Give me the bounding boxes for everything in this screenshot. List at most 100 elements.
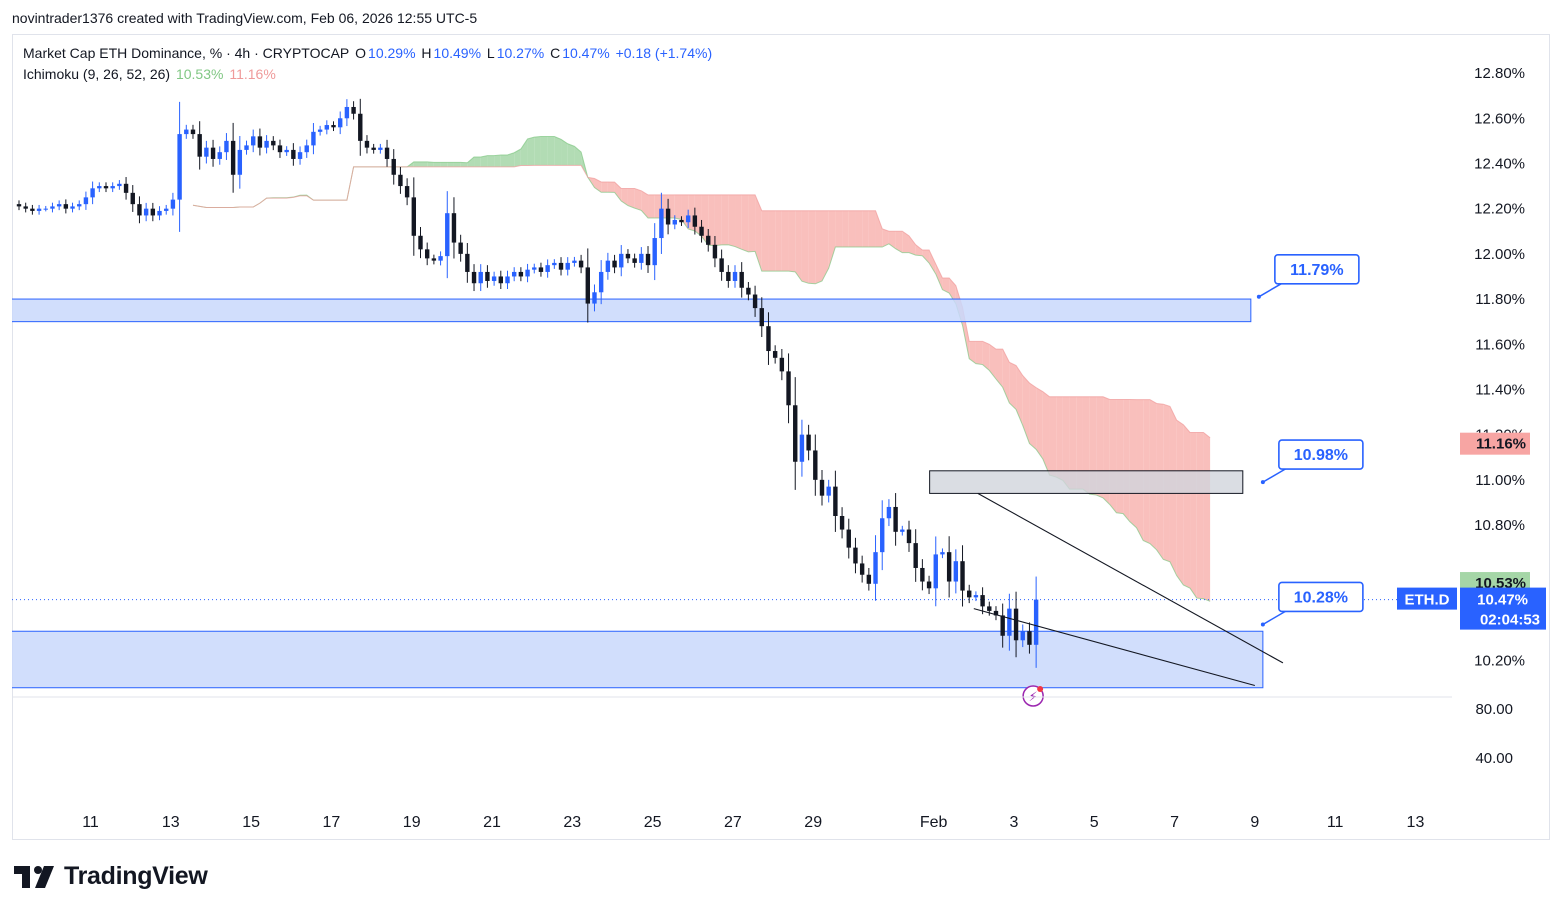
- candle-down: [130, 185, 135, 212]
- candle-body: [257, 136, 263, 148]
- candle-body: [170, 199, 176, 209]
- candle-down: [384, 139, 390, 167]
- candle-body: [431, 258, 437, 261]
- candle-down: [358, 98, 363, 156]
- ohlc-high: 10.49%: [433, 45, 482, 61]
- candle-down: [920, 559, 925, 591]
- candle-down: [451, 197, 457, 259]
- candle-down: [123, 177, 129, 200]
- candle-body: [83, 197, 89, 205]
- candle-up: [157, 206, 162, 221]
- cloud-segment-bullish: [433, 162, 441, 167]
- countdown-label: 02:04:53: [1480, 612, 1540, 629]
- candle-up: [940, 548, 945, 559]
- candle-body: [793, 405, 798, 462]
- y-tick-label: 12.40%: [1474, 155, 1525, 172]
- candle-up: [886, 499, 892, 527]
- cloud-segment-bearish: [775, 210, 782, 272]
- last-price-tag: 10.47% 02:04:53: [1460, 587, 1546, 630]
- last-price-tag-bg: [1460, 587, 1546, 630]
- candle-body: [485, 271, 490, 281]
- symbol-title: Market Cap ETH Dominance, % · 4h · CRYPT…: [23, 45, 350, 61]
- candle-body: [558, 262, 564, 270]
- x-tick-label: 13: [1407, 814, 1425, 831]
- candle-down: [719, 249, 724, 281]
- x-tick-label: 19: [403, 814, 421, 831]
- candle-up: [552, 259, 557, 269]
- candle-up: [525, 263, 530, 283]
- candle-down: [190, 124, 196, 139]
- candle-body: [1013, 608, 1019, 641]
- candle-down: [866, 567, 872, 591]
- candle-down: [271, 136, 276, 151]
- candle-body: [398, 174, 403, 187]
- cloud-segment-bullish: [460, 162, 468, 167]
- y-tick-label: 12.20%: [1474, 201, 1525, 218]
- cloud-segment-bearish: [1129, 399, 1137, 528]
- callout-10-98: 10.98%: [1260, 439, 1364, 485]
- candle-down: [391, 149, 396, 185]
- cloud-segment-bullish: [487, 155, 495, 167]
- symbol-legend[interactable]: Market Cap ETH Dominance, % · 4h · CRYPT…: [23, 45, 714, 61]
- cloud-segment-bearish: [781, 210, 789, 272]
- candle-up: [297, 146, 303, 165]
- x-tick-label: 25: [644, 814, 662, 831]
- candle-up: [505, 270, 510, 290]
- cloud-segment-bullish: [413, 161, 421, 167]
- cloud-segment-bullish: [514, 148, 521, 167]
- candle-body: [967, 590, 972, 598]
- candle-up: [70, 202, 75, 213]
- callout-anchor-dot: [1256, 294, 1261, 299]
- cloud-segment-bullish: [420, 161, 428, 167]
- cloud-segment-bearish: [721, 194, 729, 245]
- candle-body: [619, 253, 624, 268]
- cloud-segment-bullish: [500, 154, 508, 167]
- candle-down: [692, 207, 698, 235]
- y-tick-label: 10.80%: [1474, 517, 1525, 534]
- cloud-segment-bearish: [915, 244, 923, 256]
- candle-down: [846, 518, 851, 559]
- candle-body: [411, 197, 417, 236]
- candle-down: [612, 254, 617, 274]
- candle-down: [230, 122, 236, 193]
- candle-down: [1027, 622, 1032, 654]
- candle-body: [445, 213, 450, 257]
- candle-body: [685, 215, 691, 223]
- candle-up: [572, 256, 577, 267]
- candle-body: [552, 262, 557, 266]
- candle-body: [826, 486, 831, 496]
- callout-text: 10.98%: [1294, 447, 1348, 464]
- candle-body: [43, 208, 48, 210]
- candle-up: [592, 284, 597, 312]
- candle-body: [230, 140, 236, 175]
- indicator-legend[interactable]: Ichimoku (9, 26, 52, 26) 10.53% 11.16%: [23, 66, 278, 82]
- candle-body: [1020, 631, 1025, 641]
- candle-up: [565, 257, 570, 276]
- candle-body: [920, 567, 925, 582]
- wedge-lower-line: [973, 608, 1255, 687]
- cloud-segment-bearish: [1016, 365, 1023, 426]
- symbol-tag-bg: [1397, 587, 1457, 610]
- candle-up: [177, 101, 182, 232]
- candle-down: [980, 587, 985, 615]
- candle-body: [518, 271, 524, 277]
- callout-10-28: 10.28%: [1260, 581, 1364, 627]
- candle-up: [933, 536, 938, 607]
- candle-body: [110, 186, 115, 189]
- callout-text: 11.79%: [1290, 262, 1343, 279]
- candle-body: [679, 219, 684, 223]
- y-tick-label: 12.60%: [1474, 110, 1525, 127]
- candle-body: [70, 206, 75, 209]
- cloud-segment-bullish: [520, 138, 528, 166]
- candle-body: [565, 262, 570, 270]
- cloud-segment-bullish: [453, 162, 461, 167]
- candle-down: [471, 264, 477, 292]
- candle-body: [177, 134, 182, 200]
- candle-body: [251, 136, 256, 146]
- candle-body: [277, 145, 283, 153]
- candle-up: [511, 267, 517, 282]
- x-tick-label: 7: [1170, 814, 1179, 831]
- candle-body: [525, 269, 530, 277]
- candle-body: [237, 149, 243, 175]
